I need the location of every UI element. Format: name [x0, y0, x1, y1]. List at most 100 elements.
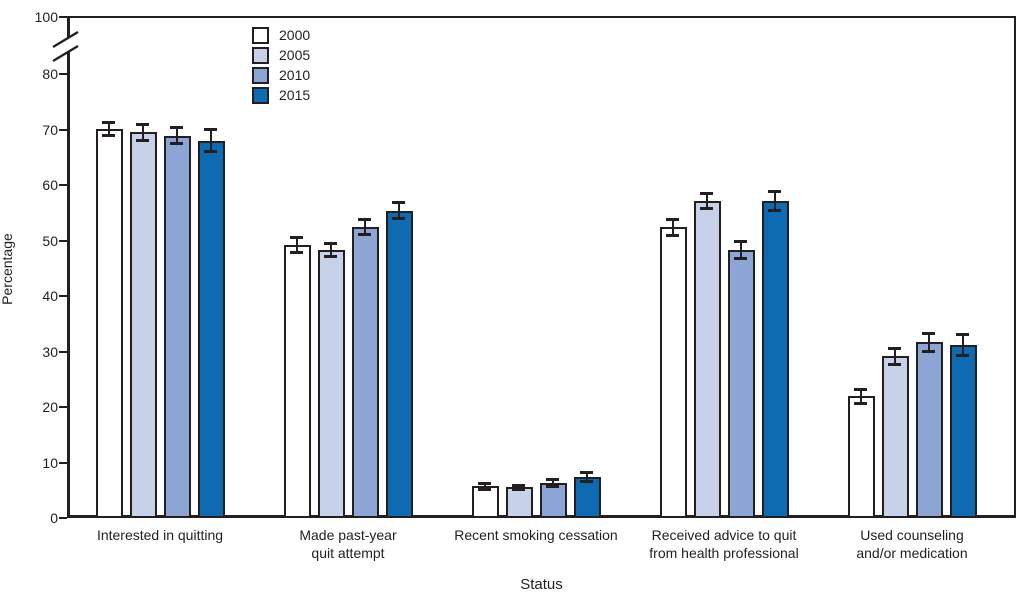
error-bar-cap-bottom	[956, 354, 969, 357]
error-bar-cap-bottom	[204, 150, 217, 153]
error-bar-line	[552, 479, 554, 487]
error-bar-cap-bottom	[102, 134, 115, 137]
y-axis-title: Percentage	[0, 233, 15, 305]
category-label: Used counseling and/or medication	[856, 527, 968, 561]
y-tick-mark	[59, 128, 67, 131]
bar	[540, 483, 567, 518]
error-bar-cap-bottom	[392, 217, 405, 220]
x-axis-title: Status	[520, 576, 563, 593]
error-bar-line	[518, 485, 520, 490]
bar	[916, 342, 943, 518]
y-tick-mark	[59, 239, 67, 242]
error-bar-line	[142, 124, 144, 141]
error-bar-line	[860, 389, 862, 404]
y-tick-label: 50	[42, 232, 58, 249]
bar	[352, 227, 379, 518]
error-bar-cap-top	[512, 484, 525, 487]
error-bar-cap-top	[358, 218, 371, 221]
error-bar-line	[176, 127, 178, 144]
error-bar-line	[484, 483, 486, 490]
error-bar-cap-bottom	[700, 207, 713, 210]
error-bar-line	[586, 472, 588, 482]
error-bar-cap-top	[204, 128, 217, 131]
bar	[318, 250, 345, 518]
y-tick-mark	[59, 517, 67, 519]
error-bar-cap-bottom	[136, 139, 149, 142]
legend-label: 2015	[279, 87, 311, 103]
error-bar-line	[210, 129, 212, 152]
legend-label: 2005	[279, 47, 311, 63]
error-bar-cap-bottom	[888, 363, 901, 366]
legend: 2000 2005 2010 2015	[252, 26, 311, 108]
error-bar-cap-top	[478, 482, 491, 485]
error-bar-cap-top	[734, 240, 747, 243]
bar	[660, 227, 687, 518]
y-tick-mark	[59, 406, 67, 408]
error-bar-cap-top	[580, 471, 593, 474]
error-bar-cap-bottom	[734, 257, 747, 260]
category-label: Interested in quitting	[96, 527, 224, 543]
error-bar-cap-top	[956, 333, 969, 336]
y-tick-label: 10	[42, 454, 58, 471]
error-bar-line	[928, 333, 930, 352]
error-bar-cap-top	[854, 388, 867, 391]
error-bar-cap-top	[888, 347, 901, 350]
error-bar-line	[108, 122, 110, 136]
error-bar-line	[894, 348, 896, 365]
error-bar-cap-top	[324, 242, 337, 245]
error-bar-cap-bottom	[358, 233, 371, 236]
error-bar-line	[962, 334, 964, 356]
error-bar-cap-top	[546, 478, 559, 481]
y-tick-mark	[59, 184, 67, 186]
error-bar-cap-bottom	[170, 142, 183, 145]
axis-break-icon	[52, 30, 79, 63]
error-bar-cap-top	[392, 201, 405, 204]
error-bar-line	[706, 193, 708, 209]
error-bar-cap-top	[666, 218, 679, 221]
legend-item: 2015	[252, 86, 311, 104]
y-tick-mark	[59, 350, 67, 353]
y-tick-label: 70	[42, 121, 58, 138]
y-tick-label: 20	[42, 399, 58, 415]
bar	[506, 487, 533, 518]
bar	[386, 211, 413, 518]
error-bar-cap-bottom	[854, 402, 867, 405]
bar	[96, 129, 123, 518]
y-tick-label: 0	[50, 510, 58, 526]
category-label: Recent smoking cessation	[454, 527, 618, 543]
error-bar-cap-bottom	[546, 485, 559, 488]
bar	[284, 245, 311, 518]
error-bar-line	[774, 191, 776, 211]
y-tick-label: 60	[42, 177, 58, 193]
legend-item: 2005	[252, 46, 311, 64]
y-tick-label: 100	[34, 9, 58, 25]
error-bar-cap-top	[700, 192, 713, 195]
y-tick-mark	[59, 16, 67, 18]
category-label: Received advice to quit from health prof…	[649, 527, 799, 561]
error-bar-cap-top	[102, 121, 115, 124]
error-bar-line	[398, 202, 400, 219]
error-bar-line	[740, 241, 742, 259]
y-tick-mark	[59, 295, 67, 297]
legend-item: 2000	[252, 26, 310, 44]
legend-label: 2010	[279, 67, 311, 83]
bar	[164, 136, 191, 518]
bar	[848, 396, 875, 518]
legend-swatch-icon	[252, 86, 269, 104]
error-bar-cap-bottom	[768, 209, 781, 212]
error-bar-cap-top	[136, 123, 149, 126]
bar	[574, 477, 601, 518]
error-bar-line	[296, 237, 298, 253]
legend-swatch-icon	[252, 46, 269, 64]
y-tick-mark	[59, 73, 67, 75]
error-bar-line	[364, 219, 366, 235]
bar	[728, 250, 755, 518]
y-tick-mark	[59, 461, 67, 464]
error-bar-cap-top	[768, 190, 781, 193]
error-bar-line	[330, 243, 332, 257]
y-tick-label: 30	[42, 343, 58, 360]
error-bar-cap-bottom	[512, 488, 525, 491]
error-bar-cap-bottom	[580, 480, 593, 483]
legend-item: 2010	[252, 66, 311, 84]
